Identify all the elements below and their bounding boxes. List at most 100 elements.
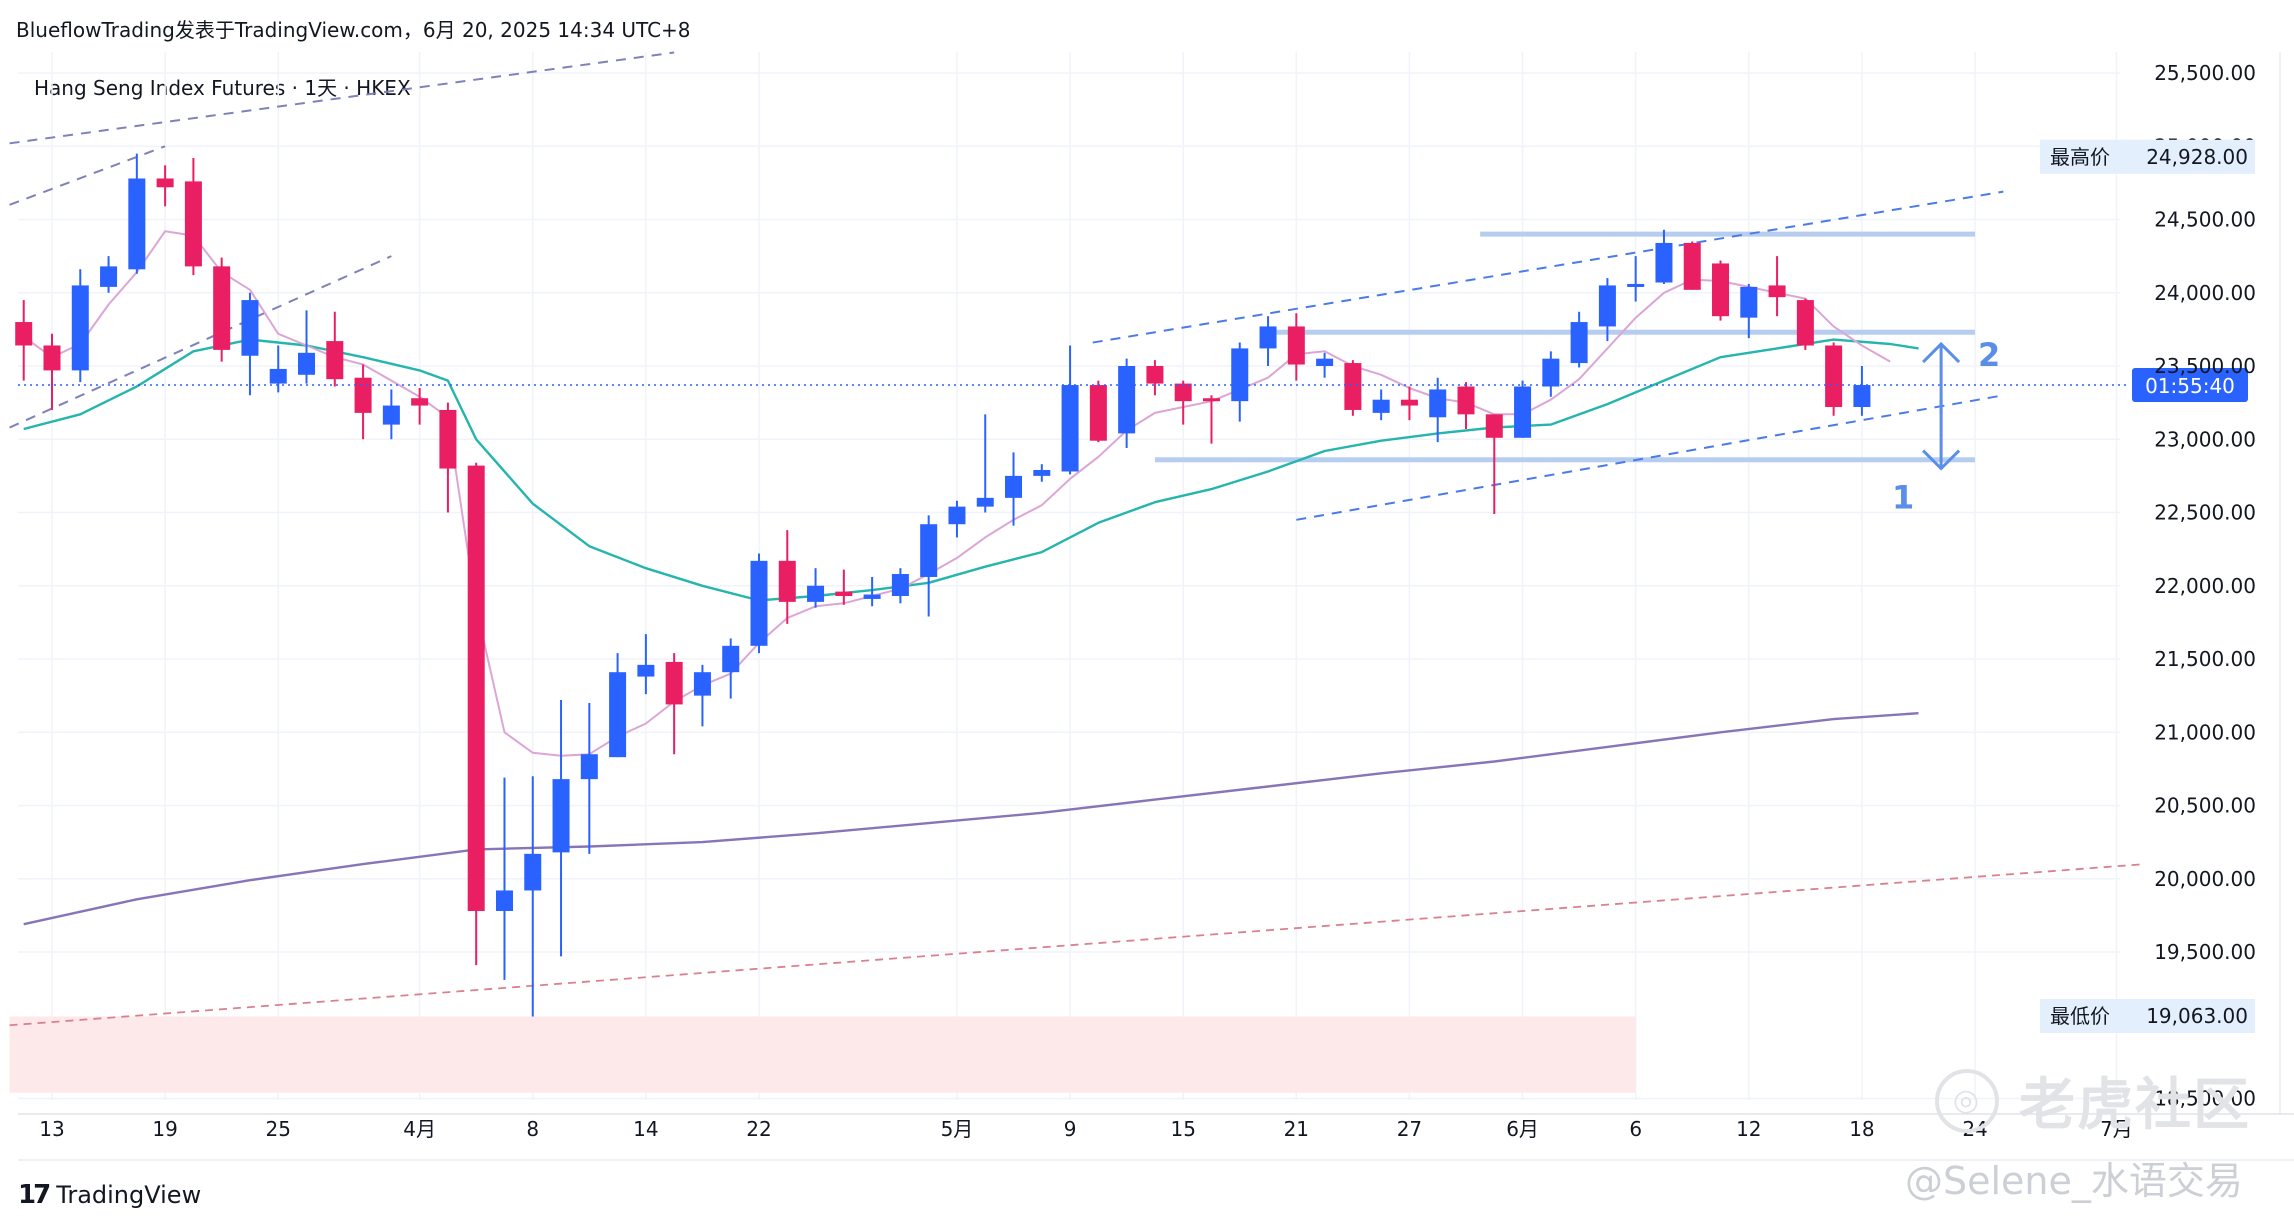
candle-body	[1174, 383, 1192, 402]
x-tick-label: 7月	[2100, 1117, 2133, 1141]
candle-body	[1853, 385, 1871, 408]
candle-body	[863, 594, 881, 599]
channel-line	[1092, 190, 2004, 344]
candle-body	[128, 178, 146, 270]
candle-body	[750, 560, 768, 646]
channel-line	[9, 51, 675, 145]
y-tick-label: 20,000.00	[2154, 867, 2256, 891]
candle-body	[439, 409, 457, 469]
x-tick-label: 27	[1397, 1117, 1422, 1141]
candle-body	[1146, 366, 1164, 384]
candle-body	[1005, 475, 1023, 498]
y-tick-label: 22,500.00	[2154, 501, 2256, 525]
y-tick-label: 21,000.00	[2154, 720, 2256, 744]
low-price-label-bg	[2040, 999, 2255, 1034]
x-tick-label: 5月	[941, 1117, 974, 1141]
x-tick-label: 18	[1849, 1117, 1874, 1141]
arrow-label: 1	[1892, 479, 1914, 517]
candle-body	[1457, 386, 1475, 415]
candle-body	[1118, 366, 1136, 434]
arrow-head	[1922, 341, 1961, 364]
arrow-label: 2	[1978, 336, 2000, 374]
candle-body	[693, 672, 711, 696]
candle-body	[100, 266, 118, 287]
candle-body	[552, 779, 570, 853]
candle-body	[891, 574, 909, 597]
x-tick-label: 6	[1629, 1117, 1642, 1141]
candle-body	[1485, 414, 1503, 438]
candle-body	[495, 890, 513, 911]
candle-body	[1231, 348, 1249, 402]
candle-body	[1344, 363, 1362, 410]
ma-slow-line	[23, 712, 1919, 926]
tiger-logo-icon: ◎	[1935, 1068, 1999, 1133]
x-tick-label: 9	[1064, 1117, 1077, 1141]
x-tick-label: 14	[633, 1117, 658, 1141]
candles	[15, 153, 1871, 1017]
channel-line	[1296, 394, 2004, 521]
channel-line	[9, 145, 166, 206]
candle-body	[1712, 263, 1730, 317]
candle-body	[1400, 399, 1418, 406]
candle-body	[1598, 285, 1616, 327]
candle-body	[580, 754, 598, 780]
y-tick-label: 23,000.00	[2154, 427, 2256, 451]
ma-mid-line	[23, 338, 1919, 602]
channel-line	[9, 863, 2145, 1027]
y-tick-label: 18,500.00	[2154, 1087, 2256, 1111]
candle-body	[269, 368, 287, 384]
candle-body	[156, 178, 174, 188]
y-tick-label: 19,500.00	[2154, 940, 2256, 964]
candle-body	[326, 341, 344, 380]
high-price-label-name: 最高价	[2050, 145, 2110, 169]
x-tick-label: 8	[526, 1117, 539, 1141]
community-watermark: ◎ 老虎社区	[1935, 1060, 2251, 1141]
candle-body	[1570, 322, 1588, 364]
high-price-label-bg	[2040, 139, 2255, 174]
candle-body	[1627, 283, 1645, 287]
candle-body	[948, 506, 966, 525]
candle-body	[184, 181, 202, 267]
candle-body	[637, 664, 655, 677]
candle-body	[1655, 242, 1673, 283]
high-price-label-value: 24,928.00	[2146, 145, 2248, 169]
x-tick-label: 15	[1170, 1117, 1195, 1141]
y-tick-label: 22,000.00	[2154, 574, 2256, 598]
publisher-header: BlueflowTrading发表于TradingView.com，6月 20,…	[16, 18, 691, 42]
candle-body	[241, 300, 259, 356]
low-price-label-name: 最低价	[2050, 1004, 2110, 1028]
countdown-badge	[2132, 368, 2248, 403]
candle-body	[1089, 385, 1107, 441]
level-lines	[1154, 231, 1976, 463]
candle-body	[920, 524, 938, 577]
candle-body	[1061, 385, 1079, 472]
candle-body	[382, 405, 400, 425]
candle-body	[1514, 386, 1532, 438]
candle-body	[778, 560, 796, 602]
x-tick-label: 6月	[1506, 1117, 1539, 1141]
candle-body	[1683, 242, 1701, 290]
x-tick-label: 19	[152, 1117, 177, 1141]
x-tick-label: 13	[39, 1117, 64, 1141]
y-tick-label: 24,500.00	[2154, 208, 2256, 232]
candle-body	[43, 345, 61, 371]
author-watermark: @Selene_水语交易	[1905, 1159, 2243, 1203]
axes: 25,500.0025,000.0024,500.0024,000.0023,5…	[18, 52, 2294, 1161]
candle-body	[1768, 285, 1786, 298]
candle-body	[467, 465, 485, 911]
tradingview-logo[interactable]: 17 TradingView	[18, 1180, 202, 1210]
y-tick-label: 20,500.00	[2154, 794, 2256, 818]
candle-body	[1202, 398, 1220, 402]
demand-zone-rect	[9, 1016, 1636, 1093]
grid	[18, 52, 2120, 1100]
y-tick-label: 24,000.00	[2154, 281, 2256, 305]
y-tick-label: 21,500.00	[2154, 647, 2256, 671]
candle-body	[976, 497, 994, 507]
candle-body	[15, 322, 33, 346]
candle-body	[665, 661, 683, 705]
candle-body	[71, 285, 89, 371]
candle-body	[1372, 399, 1390, 413]
arrow-head	[1922, 449, 1961, 471]
candle-body	[807, 585, 825, 602]
